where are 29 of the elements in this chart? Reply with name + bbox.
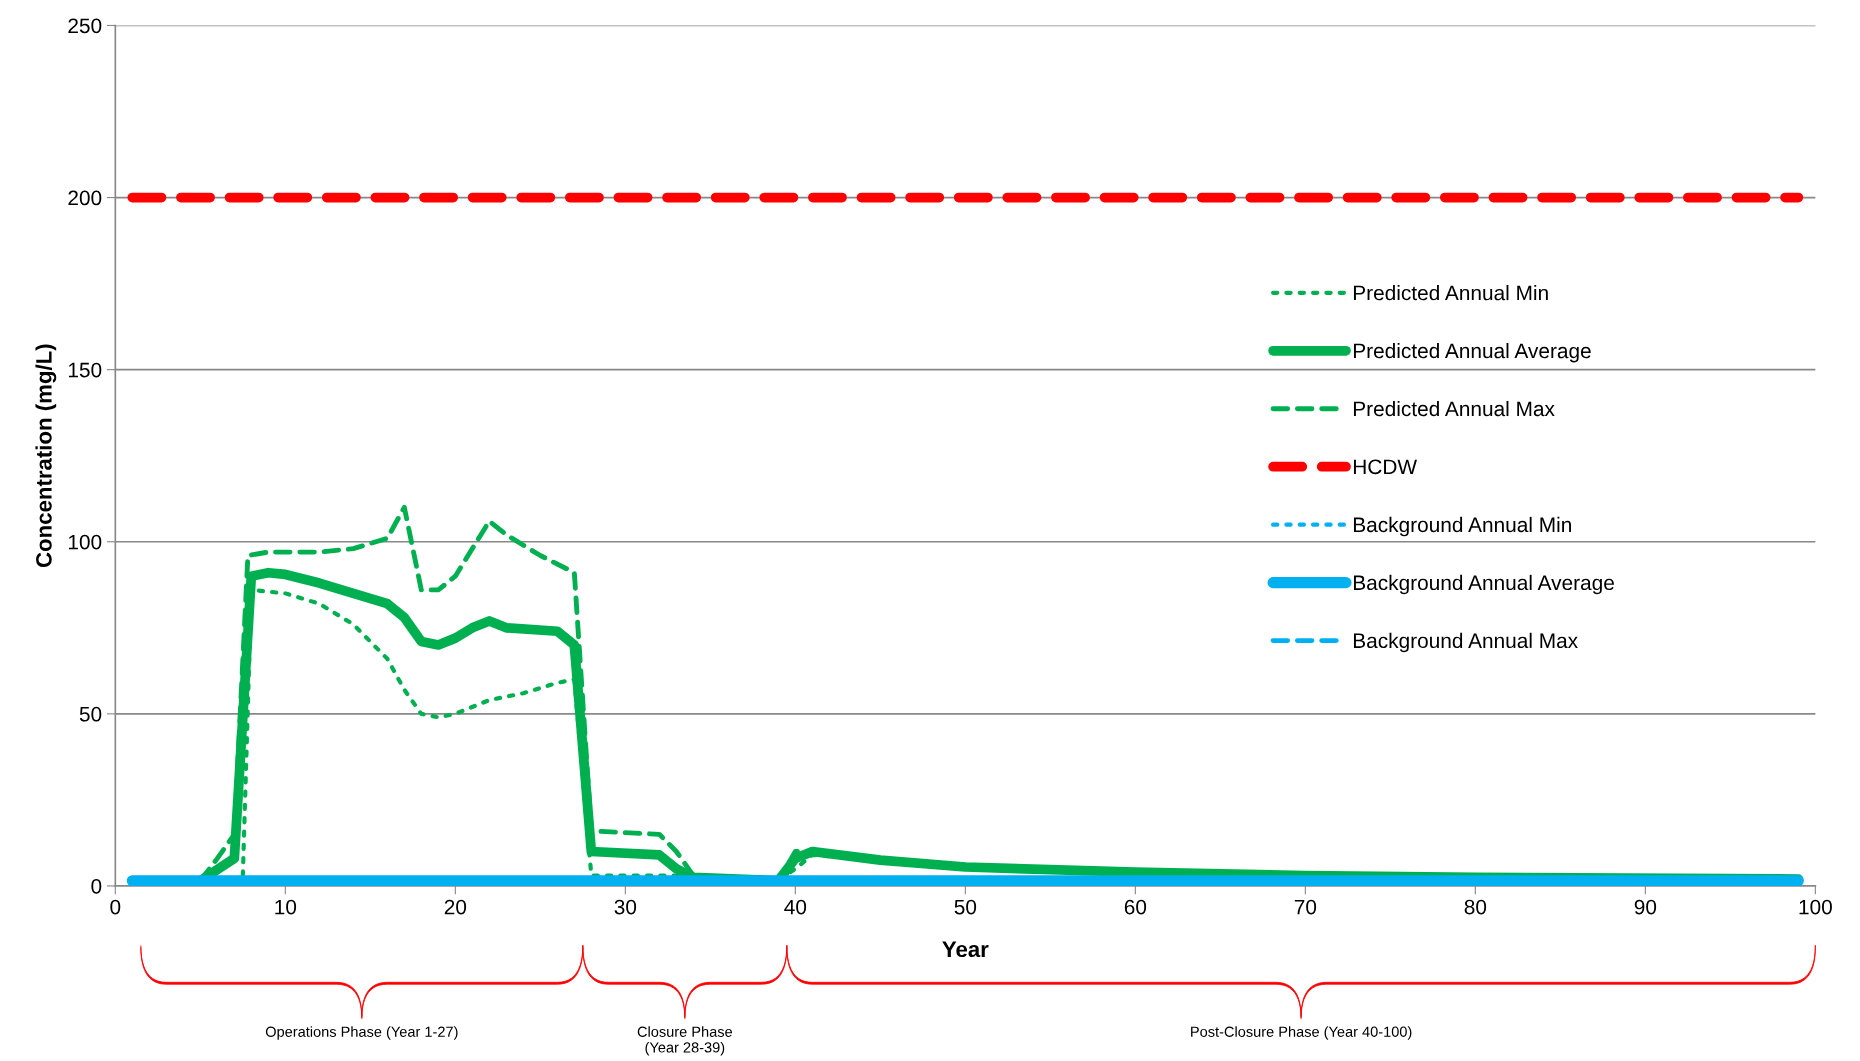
y-tick-label: 0 <box>91 878 102 894</box>
text: Closure Phase (Year 28-39) <box>637 1026 733 1056</box>
y-tick-label: 100 <box>68 534 102 550</box>
y-tick-label: 150 <box>68 362 102 378</box>
x-tick-label: 70 <box>1294 899 1317 915</box>
y-tick-label: 250 <box>68 18 102 34</box>
legend-label: Background Annual Max <box>1353 632 1578 653</box>
x-tick-label: 30 <box>614 899 637 915</box>
legend-label: Predicted Annual Average <box>1353 342 1591 363</box>
legend-label: Background Annual Average <box>1353 574 1614 595</box>
y-tick-label: 200 <box>68 190 102 206</box>
text: Operations Phase (Year 1-27) <box>265 1026 458 1040</box>
x-tick-label: 40 <box>784 899 807 915</box>
y-axis-title: Concentration (mg/L) <box>35 344 57 568</box>
x-tick-label: 0 <box>110 899 121 915</box>
legend-label: HCDW <box>1353 459 1417 475</box>
x-tick-label: 20 <box>444 899 467 915</box>
x-tick-label: 10 <box>275 899 297 915</box>
x-tick-label: 80 <box>1464 899 1487 915</box>
x-tick-label: 60 <box>1124 899 1147 915</box>
x-axis-title: Year <box>942 941 989 958</box>
x-tick-label: 90 <box>1634 899 1657 915</box>
legend-label: Background Annual Min <box>1353 516 1571 537</box>
legend-label: Predicted Annual Max <box>1353 400 1555 417</box>
y-tick-label: 50 <box>79 706 102 722</box>
x-tick-label: 50 <box>954 899 977 915</box>
legend-label: Predicted Annual Min <box>1353 285 1548 301</box>
text: Post-Closure Phase (Year 40-100) <box>1191 1026 1412 1040</box>
x-tick-label: 100 <box>1799 899 1832 915</box>
